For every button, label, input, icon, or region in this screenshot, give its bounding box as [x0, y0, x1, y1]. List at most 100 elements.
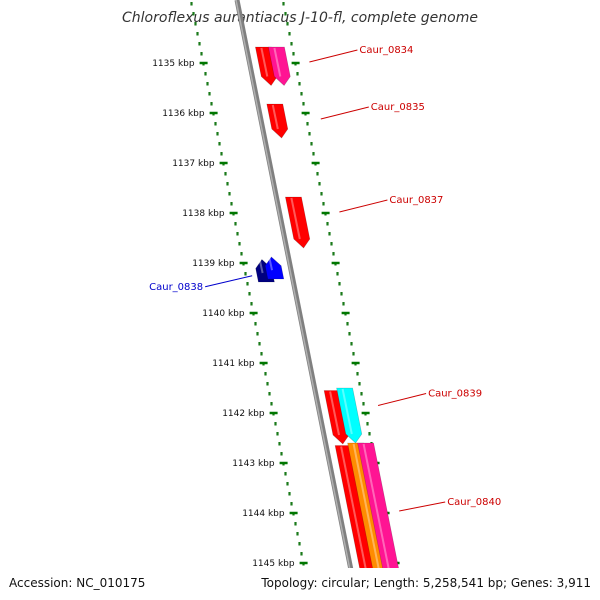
- left-track-dot: [250, 302, 253, 306]
- left-track-dot: [214, 122, 217, 126]
- gene-label-caur_0837[interactable]: Caur_0837: [389, 195, 443, 206]
- tick-label: 1137 kbp: [172, 159, 215, 169]
- left-track-dot: [198, 42, 201, 46]
- map-title: Chloroflexus aurantiacus J-10-fl, comple…: [122, 10, 478, 26]
- gene-highlight: [273, 47, 282, 77]
- left-track-dot: [300, 552, 303, 556]
- gene-arrow-caur_0839b[interactable]: [336, 387, 363, 444]
- gene-label-caur_0839[interactable]: Caur_0839: [428, 389, 482, 400]
- tick-label: 1143 kbp: [232, 459, 275, 469]
- left-track-dot: [238, 242, 241, 246]
- gene-highlight: [271, 104, 279, 130]
- left-track-dot: [194, 22, 197, 26]
- left-track-dot: [256, 332, 259, 336]
- right-track-dot: [356, 372, 359, 376]
- right-track-dot: [328, 232, 331, 236]
- tick-label: 1140 kbp: [202, 309, 245, 319]
- left-track-dot: [274, 422, 277, 426]
- right-track-dot: [358, 382, 361, 386]
- tick-label: 1136 kbp: [162, 109, 205, 119]
- left-track-dot: [190, 2, 193, 6]
- gene-label-leader: [320, 106, 369, 120]
- gene-label-leader: [339, 199, 388, 213]
- gene-arrow-caur_0838b[interactable]: [264, 256, 285, 280]
- right-track-dot: [310, 142, 313, 146]
- gene-label-caur_0838[interactable]: Caur_0838: [149, 282, 203, 293]
- right-track-dot: [300, 92, 303, 96]
- left-track-dot: [236, 232, 239, 236]
- left-track-dot: [200, 52, 203, 56]
- left-track-dot: [246, 282, 249, 286]
- left-track-dot: [260, 352, 263, 356]
- tick-marks: 1135 kbp 1136 kbp 1137 kbp 1138 kbp 1139 kbp…: [152, 59, 400, 569]
- left-track-dot: [258, 342, 261, 346]
- left-track-dot: [268, 392, 271, 396]
- gene-label-caur_0840[interactable]: Caur_0840: [447, 497, 501, 508]
- right-track-dot: [312, 152, 315, 156]
- right-track-dot: [306, 122, 309, 126]
- left-track-dot: [244, 272, 247, 276]
- gene-arrow-caur_0834b[interactable]: [268, 46, 291, 86]
- right-track-dot: [320, 192, 323, 196]
- left-track-dot: [278, 442, 281, 446]
- gene-label-caur_0835[interactable]: Caur_0835: [371, 102, 425, 113]
- right-track-dot: [350, 342, 353, 346]
- gene-highlight: [268, 257, 274, 271]
- right-track-dot: [322, 202, 325, 206]
- right-track-dot: [284, 12, 287, 16]
- right-track-dot: [362, 402, 365, 406]
- left-track-dot: [264, 372, 267, 376]
- tick-label: 1142 kbp: [222, 409, 265, 419]
- right-track-dot: [296, 72, 299, 76]
- left-track-dot: [206, 82, 209, 86]
- left-track-dot: [284, 472, 287, 476]
- genome-summary-text: Topology: circular; Length: 5,258,541 bp…: [260, 576, 591, 590]
- left-track-dot: [288, 492, 291, 496]
- left-track-dot: [240, 252, 243, 256]
- left-track-dot: [226, 182, 229, 186]
- gene-highlight: [329, 391, 340, 436]
- accession-text: Accession: NC_010175: [9, 576, 145, 590]
- left-track-dot: [216, 132, 219, 136]
- gene-arrow-caur_0837[interactable]: [285, 196, 311, 249]
- left-track-dot: [294, 522, 297, 526]
- gene-label-leader: [399, 501, 446, 512]
- right-track-dot: [298, 82, 301, 86]
- right-track-dot: [338, 282, 341, 286]
- left-track-dot: [210, 102, 213, 106]
- left-track-dot: [286, 482, 289, 486]
- backbone-highlight: [235, 0, 357, 600]
- left-track-dot: [270, 402, 273, 406]
- gene-label-caur_0834[interactable]: Caur_0834: [359, 45, 413, 56]
- gene-highlight: [260, 47, 269, 77]
- tick-label: 1139 kbp: [192, 259, 235, 269]
- gene-label-leader: [377, 393, 427, 406]
- gene-arrow-caur_0835[interactable]: [266, 103, 289, 139]
- right-track-dot: [368, 432, 371, 436]
- left-track-dot: [218, 142, 221, 146]
- right-track-dot: [342, 302, 345, 306]
- right-track-dot: [340, 292, 343, 296]
- tick-label: 1135 kbp: [152, 59, 195, 69]
- right-track-dot: [336, 272, 339, 276]
- left-track-dot: [254, 322, 257, 326]
- gene-label-leader: [205, 275, 253, 288]
- right-track-dot: [346, 322, 349, 326]
- left-track-dot: [296, 532, 299, 536]
- right-track-dot: [332, 252, 335, 256]
- left-track-dot: [276, 432, 279, 436]
- right-track-dot: [288, 32, 291, 36]
- gene-highlight: [341, 388, 353, 435]
- tick-label: 1141 kbp: [212, 359, 255, 369]
- tick-label: 1144 kbp: [242, 509, 285, 519]
- right-track-dot: [326, 222, 329, 226]
- left-track-dot: [208, 92, 211, 96]
- right-track-dot: [282, 2, 285, 6]
- left-track-dot: [298, 542, 301, 546]
- genome-backbone: [234, 0, 360, 600]
- right-track-dot: [292, 52, 295, 56]
- left-track-dot: [266, 382, 269, 386]
- tick-label: 1145 kbp: [252, 559, 295, 569]
- right-track-dot: [302, 102, 305, 106]
